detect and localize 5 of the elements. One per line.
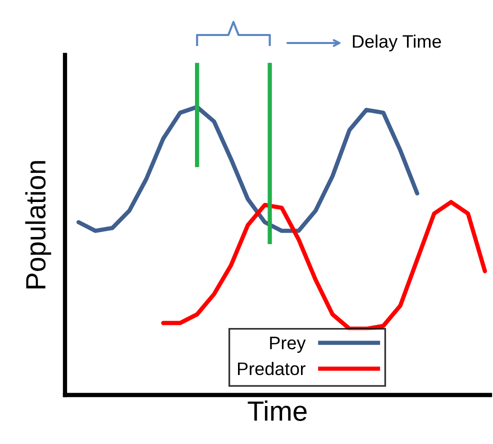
y-axis-title: Population (25, 161, 52, 288)
x-axis-title: Time (248, 400, 307, 421)
legend-label: Prey (270, 336, 306, 353)
text: Delay Time (352, 34, 441, 52)
legend-label: Predator (238, 362, 306, 376)
